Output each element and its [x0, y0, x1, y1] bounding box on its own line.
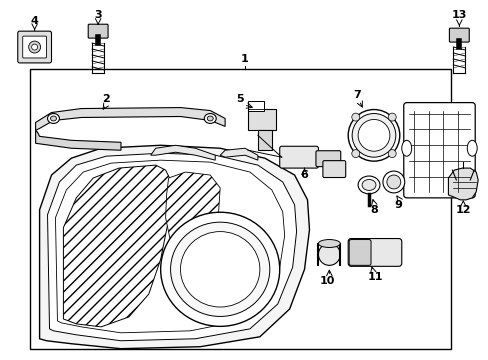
Polygon shape — [63, 165, 170, 327]
Ellipse shape — [387, 150, 395, 158]
Ellipse shape — [29, 41, 41, 53]
Ellipse shape — [161, 212, 279, 327]
Polygon shape — [40, 145, 309, 349]
Text: 6: 6 — [300, 170, 308, 180]
Ellipse shape — [351, 113, 359, 121]
Ellipse shape — [204, 113, 216, 123]
Polygon shape — [36, 108, 224, 130]
Ellipse shape — [170, 222, 269, 316]
FancyBboxPatch shape — [403, 103, 474, 198]
FancyBboxPatch shape — [279, 146, 318, 168]
Text: 11: 11 — [366, 272, 382, 282]
FancyBboxPatch shape — [315, 151, 340, 167]
Bar — [247, 100, 264, 111]
FancyBboxPatch shape — [322, 161, 345, 177]
Ellipse shape — [180, 231, 259, 307]
Ellipse shape — [386, 175, 400, 189]
Polygon shape — [55, 160, 284, 333]
Ellipse shape — [50, 116, 56, 121]
Bar — [247, 109, 275, 130]
Text: 5: 5 — [236, 94, 244, 104]
Text: 8: 8 — [369, 205, 377, 215]
FancyBboxPatch shape — [347, 239, 401, 266]
Text: 2: 2 — [102, 94, 110, 104]
FancyBboxPatch shape — [88, 24, 108, 38]
Text: 12: 12 — [455, 205, 470, 215]
Ellipse shape — [382, 171, 404, 193]
Polygon shape — [165, 172, 220, 257]
Text: 3: 3 — [94, 10, 102, 20]
Ellipse shape — [207, 116, 213, 121]
Text: 9: 9 — [394, 200, 402, 210]
Polygon shape — [150, 145, 215, 160]
Ellipse shape — [351, 113, 395, 157]
Ellipse shape — [347, 109, 399, 161]
Text: 10: 10 — [319, 276, 334, 286]
Ellipse shape — [47, 113, 60, 123]
Text: 7: 7 — [352, 90, 360, 100]
Ellipse shape — [32, 44, 38, 50]
FancyBboxPatch shape — [348, 239, 370, 265]
Ellipse shape — [467, 140, 476, 156]
Ellipse shape — [357, 120, 389, 151]
Text: 4: 4 — [31, 16, 39, 26]
Polygon shape — [220, 148, 257, 160]
Ellipse shape — [361, 180, 375, 190]
Bar — [30, 69, 450, 349]
Ellipse shape — [357, 176, 379, 194]
Polygon shape — [447, 168, 477, 200]
Polygon shape — [36, 130, 121, 150]
FancyBboxPatch shape — [22, 36, 46, 58]
Polygon shape — [47, 153, 296, 341]
Text: 13: 13 — [451, 10, 466, 20]
Text: 1: 1 — [241, 54, 248, 64]
Bar — [257, 130, 271, 150]
Ellipse shape — [351, 150, 359, 158]
FancyBboxPatch shape — [18, 31, 51, 63]
Ellipse shape — [387, 113, 395, 121]
Ellipse shape — [401, 140, 411, 156]
FancyBboxPatch shape — [448, 28, 468, 42]
Ellipse shape — [318, 239, 340, 247]
Ellipse shape — [318, 243, 340, 265]
